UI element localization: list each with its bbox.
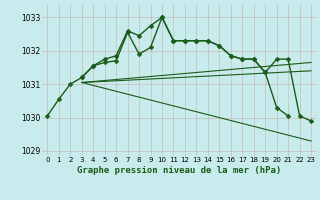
X-axis label: Graphe pression niveau de la mer (hPa): Graphe pression niveau de la mer (hPa) [77,166,281,175]
